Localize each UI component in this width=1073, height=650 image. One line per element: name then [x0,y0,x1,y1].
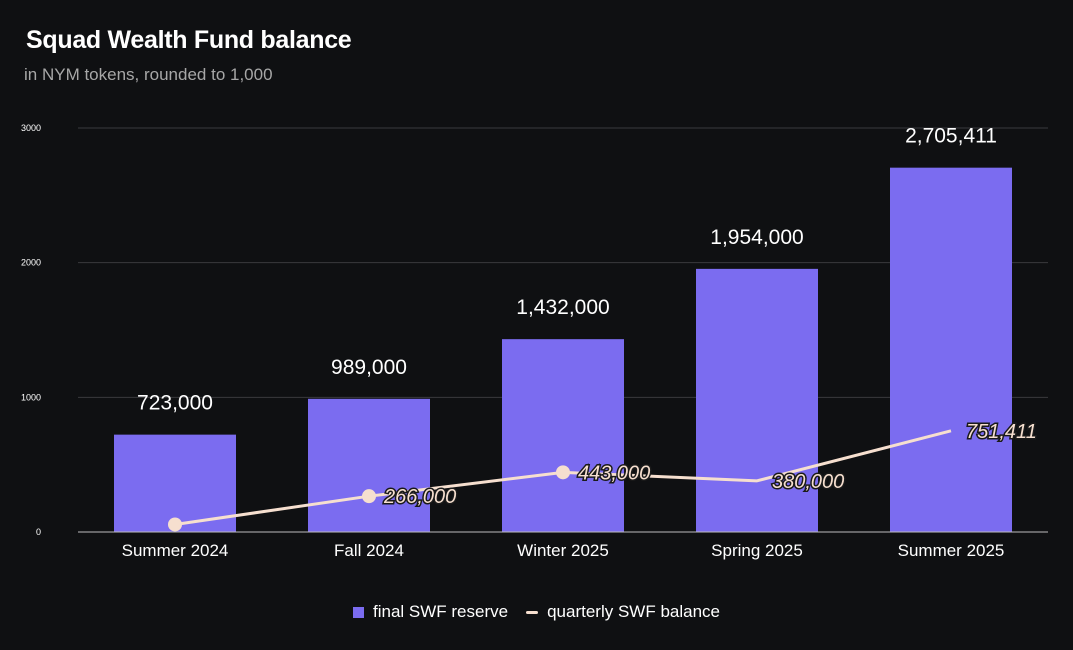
line-value-label: 266,000 [383,486,456,508]
bar [308,398,430,532]
x-tick-label: Winter 2025 [517,541,609,560]
bar-value-label: 1,432,000 [516,296,609,319]
y-tick-label: 2000 [21,258,41,268]
x-tick-label: Summer 2025 [898,541,1005,560]
line-point [362,489,376,504]
bar-value-label: 1,954,000 [710,226,803,249]
line-point [168,517,182,532]
legend-swatch-line [526,610,539,614]
chart-title: Squad Wealth Fund balance [26,26,352,54]
line-point [556,465,570,480]
legend: final SWF reserve quarterly SWF balance [0,602,1073,622]
bar [114,434,236,532]
legend-swatch-bar [353,606,364,618]
legend-label-line: quarterly SWF balance [547,602,720,621]
bar [696,268,818,532]
y-tick-label: 1000 [21,392,41,402]
bar [890,167,1012,532]
legend-item-bars[interactable]: final SWF reserve [353,602,508,622]
y-tick-label: 0 [36,527,41,537]
x-tick-label: Spring 2025 [711,541,803,560]
bar-value-label: 989,000 [331,356,407,379]
bar-value-label: 723,000 [137,392,213,415]
chart-subtitle: in NYM tokens, rounded to 1,000 [24,65,273,84]
legend-item-line[interactable]: quarterly SWF balance [526,602,720,622]
legend-label-bars: final SWF reserve [373,602,509,621]
bar-value-label: 2,705,411 [905,125,997,148]
y-tick-label: 3000 [21,123,41,133]
x-tick-label: Fall 2024 [334,541,404,560]
line-value-label: 443,000 [578,462,650,484]
bar [502,339,624,532]
line-value-label: 380,000 [772,471,844,493]
x-tick-label: Summer 2024 [122,541,229,560]
line-value-label: 751,411 [966,421,1037,443]
